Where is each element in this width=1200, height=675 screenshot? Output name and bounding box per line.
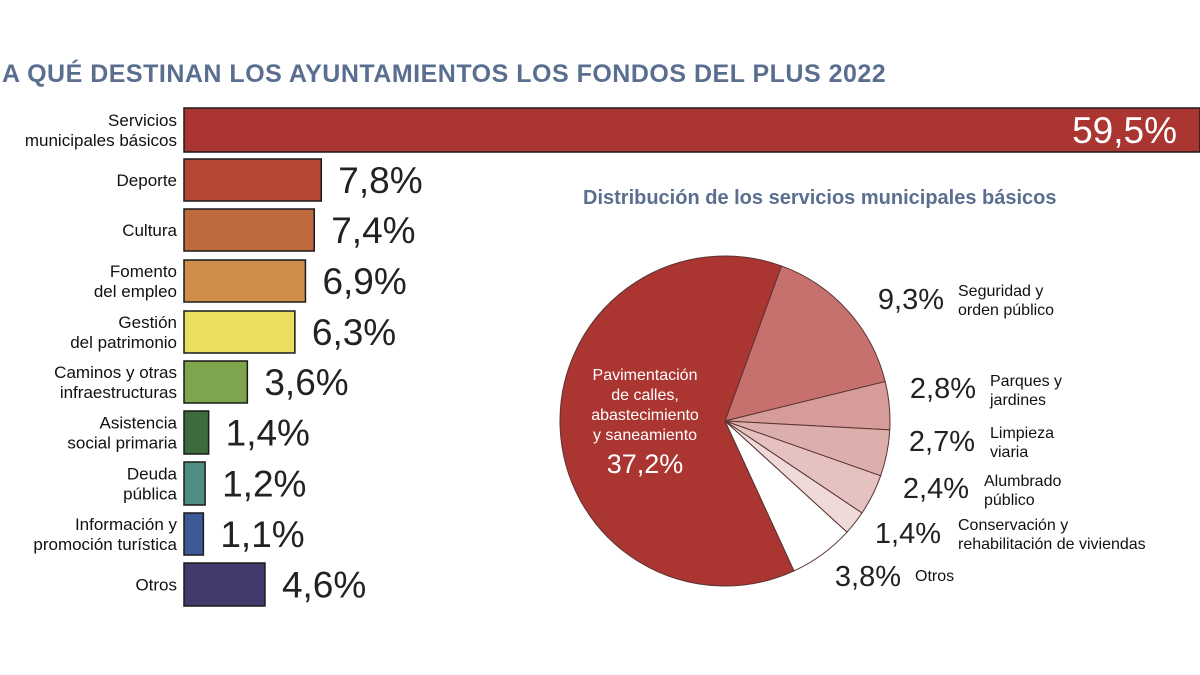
slice-label-5: Conservación y rehabilitación de vivienda… <box>958 517 1146 553</box>
bar-4 <box>183 310 296 354</box>
slice-value-1: 9,3% <box>878 284 944 316</box>
value-label-3: 6,9% <box>322 261 406 302</box>
slice-label-3: Limpieza viaria <box>990 425 1054 461</box>
pie-slice-0 <box>559 255 795 587</box>
category-label-8: Información y promoción turística <box>33 515 177 554</box>
chart-title: A QUÉ DESTINAN LOS AYUNTAMIENTOS LOS FON… <box>2 60 887 88</box>
value-label-0: 59,5% <box>1072 110 1177 151</box>
slice-label-4: Alumbrado público <box>984 473 1061 509</box>
pie-chart-title: Distribución de los servicios municipale… <box>583 187 1057 209</box>
category-label-6: Asistencia social primaria <box>67 414 177 453</box>
category-label-9: Otros <box>135 576 177 595</box>
bar-0 <box>183 107 1200 153</box>
slice-label-2: Parques y jardines <box>989 373 1062 409</box>
bar-2 <box>183 208 315 252</box>
bar-8 <box>183 512 205 556</box>
slice-label-1: Seguridad y orden público <box>958 283 1054 319</box>
category-label-1: Deporte <box>117 171 177 190</box>
value-label-8: 1,1% <box>220 514 304 555</box>
value-label-9: 4,6% <box>282 565 366 606</box>
bar-7 <box>183 461 206 506</box>
category-label-0: Servicios municipales básicos <box>25 111 177 150</box>
slice-value-5: 1,4% <box>875 518 941 550</box>
category-label-5: Caminos y otras infraestructuras <box>54 363 177 402</box>
value-label-7: 1,2% <box>222 464 306 505</box>
bar-9 <box>183 562 266 607</box>
value-label-4: 6,3% <box>312 312 396 353</box>
bar-6 <box>183 410 210 455</box>
slice-label-0: Pavimentación de calles, abastecimiento y s… <box>591 367 699 444</box>
slice-value-4: 2,4% <box>903 473 969 505</box>
slice-value-6: 3,8% <box>835 561 901 593</box>
value-label-1: 7,8% <box>338 160 422 201</box>
category-label-3: Fomento del empleo <box>94 262 177 301</box>
bar-1 <box>183 158 323 202</box>
category-label-2: Cultura <box>122 221 177 240</box>
value-label-6: 1,4% <box>226 413 310 454</box>
value-label-5: 3,6% <box>264 362 348 403</box>
category-label-4: Gestión del patrimonio <box>70 313 177 352</box>
slice-value-0: 37,2% <box>607 449 684 479</box>
slice-label-6: Otros <box>915 568 954 585</box>
category-label-7: Deuda pública <box>123 465 177 504</box>
pie-slice-1 <box>724 265 886 422</box>
slice-value-2: 2,8% <box>910 373 976 405</box>
value-label-2: 7,4% <box>331 210 415 251</box>
bar-5 <box>183 360 249 404</box>
bar-3 <box>183 259 307 303</box>
slice-value-3: 2,7% <box>909 426 975 458</box>
